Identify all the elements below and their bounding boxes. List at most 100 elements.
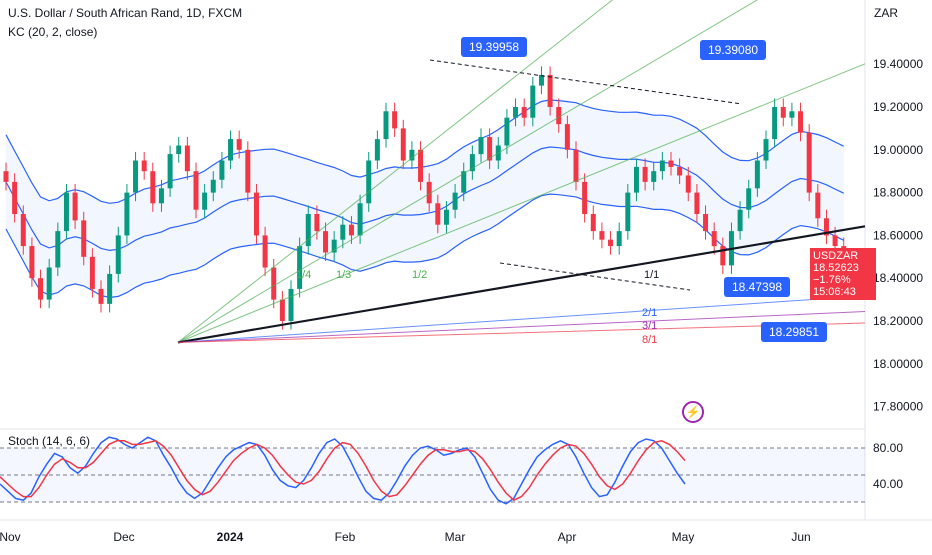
fan-label: 1/2 — [412, 269, 427, 281]
time-tick-label: Feb — [335, 530, 356, 544]
candle-body — [297, 246, 303, 289]
candle-body — [452, 192, 458, 210]
candle-body — [89, 256, 95, 289]
candle-body — [245, 149, 251, 193]
candle-body — [366, 160, 372, 204]
candle-body — [98, 288, 104, 304]
candle-body — [288, 288, 294, 321]
last-price-value: 18.52623 — [813, 262, 859, 274]
candle-body — [538, 74, 544, 86]
candle-body — [504, 117, 510, 146]
candle-body — [167, 154, 173, 189]
candle-body — [107, 273, 113, 304]
candle-body — [642, 166, 648, 182]
price-tick-label: 19.40000 — [873, 57, 923, 71]
stoch-d-line — [0, 439, 686, 502]
candle-body — [418, 149, 424, 182]
fan-label: 3/1 — [642, 320, 657, 332]
last-price-change: −1.76% — [813, 274, 851, 286]
price-tick-label: 19.00000 — [873, 143, 923, 157]
candle-body — [357, 203, 363, 236]
candle-body — [582, 181, 588, 214]
price-callout-low: 18.47398 — [724, 277, 791, 297]
candle-body — [426, 181, 432, 204]
price-tick-label: 17.80000 — [873, 400, 923, 414]
candle-body — [184, 145, 190, 172]
time-tick-label: 2024 — [217, 530, 244, 544]
candle-body — [340, 224, 346, 240]
candle-body — [763, 139, 769, 161]
candle-body — [547, 74, 553, 107]
stoch-band — [0, 448, 865, 502]
time-tick-label: Jun — [791, 530, 810, 544]
candle-body — [63, 192, 69, 232]
candle-body — [806, 132, 812, 193]
stoch-legend[interactable]: Stoch (14, 6, 6) — [8, 434, 91, 448]
fan-label: 2/1 — [642, 307, 657, 319]
candle-body — [383, 111, 389, 140]
candle-body — [193, 171, 199, 210]
fan-label: 1/1 — [644, 269, 659, 281]
flash-icon[interactable]: ⚡ — [682, 401, 704, 423]
candle-body — [461, 171, 467, 193]
chart-title: U.S. Dollar / South African Rand, 1D, FX… — [8, 6, 243, 20]
candle-body — [599, 231, 605, 240]
candle-body — [150, 171, 156, 204]
candle-body — [228, 139, 234, 161]
candle-body — [115, 235, 121, 274]
candle-body — [46, 267, 52, 300]
candle-body — [29, 246, 35, 279]
candle-body — [668, 160, 674, 167]
candle-body — [400, 128, 406, 161]
candle-body — [521, 107, 527, 118]
candle-body — [435, 203, 441, 225]
fan-line — [177, 63, 866, 343]
candle-body — [38, 278, 44, 300]
fan-label: 8/1 — [642, 334, 657, 346]
currency-label[interactable]: ZAR — [874, 6, 898, 20]
candle-body — [556, 107, 562, 125]
candle-body — [158, 188, 164, 204]
fan-line — [177, 295, 866, 343]
indicator-legend[interactable]: KC (20, 2, close) — [8, 25, 98, 39]
candle-body — [81, 220, 87, 257]
candle-body — [746, 188, 752, 210]
candle-body — [305, 214, 311, 247]
stoch-tick-label: 40.00 — [873, 477, 903, 491]
candle-body — [487, 136, 493, 161]
candle-body — [832, 235, 838, 247]
candle-body — [271, 267, 277, 300]
time-tick-label: Apr — [558, 530, 577, 544]
fan-line — [177, 310, 866, 343]
candle-body — [348, 224, 354, 236]
candle-body — [573, 149, 579, 182]
candle-body — [469, 154, 475, 172]
candle-body — [608, 239, 614, 247]
candle-body — [703, 214, 709, 232]
candle-body — [141, 160, 147, 172]
candle-body — [754, 160, 760, 189]
fan-line — [177, 0, 759, 343]
candle-body — [262, 235, 268, 268]
candle-body — [659, 160, 665, 172]
price-callout-right: 19.39080 — [700, 40, 767, 60]
candle-body — [633, 166, 639, 193]
candle-body — [564, 124, 570, 150]
candle-body — [823, 218, 829, 236]
price-tick-label: 18.00000 — [873, 357, 923, 371]
candle-body — [12, 181, 18, 214]
candle-body — [694, 192, 700, 214]
candle-body — [323, 231, 329, 253]
stoch-k-line — [0, 436, 686, 505]
candle-body — [55, 231, 61, 268]
fan-label: 1/4 — [296, 269, 311, 281]
candle-body — [72, 192, 78, 221]
candle-body — [677, 166, 683, 176]
candle-body — [513, 107, 519, 118]
stoch-tick-label: 80.00 — [873, 441, 903, 455]
candle-body — [815, 192, 821, 219]
candle-body — [798, 111, 804, 133]
